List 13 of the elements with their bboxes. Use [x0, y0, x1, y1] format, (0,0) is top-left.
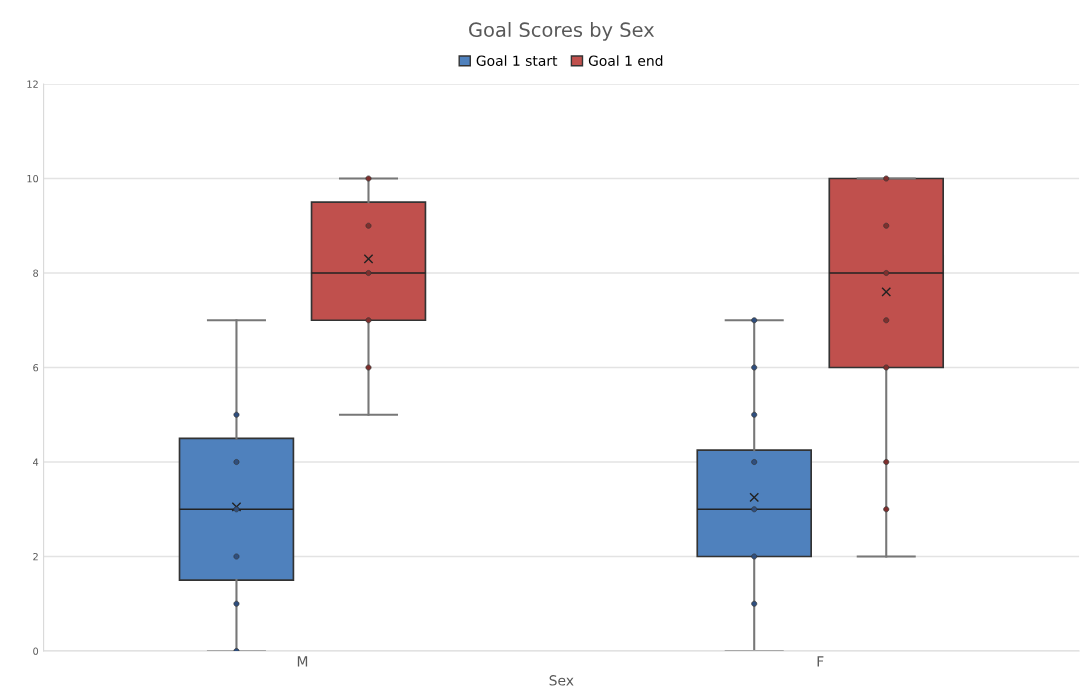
y-tick-label: 12 [27, 80, 38, 88]
x-tick-label: F [817, 656, 824, 667]
legend-label: Goal 1 end [588, 55, 663, 66]
y-tick-label: 2 [33, 552, 38, 561]
y-tick-label: 8 [33, 269, 39, 277]
x-axis-title: Sex [549, 675, 574, 686]
y-tick-label: 10 [27, 174, 39, 183]
y-tick-label: 6 [33, 363, 39, 372]
legend-label: Goal 1 start [476, 55, 558, 66]
y-tick-label: 0 [33, 647, 39, 655]
x-tick-label: M [297, 656, 308, 667]
y-tick-label: 4 [33, 458, 39, 466]
chart-title: Goal Scores by Sex [469, 22, 655, 41]
